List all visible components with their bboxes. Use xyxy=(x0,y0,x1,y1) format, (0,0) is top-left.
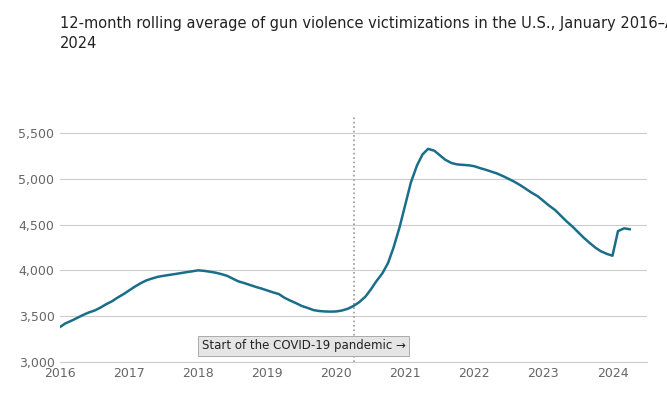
Text: Start of the COVID-19 pandemic →: Start of the COVID-19 pandemic → xyxy=(201,339,406,352)
Text: 12-month rolling average of gun violence victimizations in the U.S., January 201: 12-month rolling average of gun violence… xyxy=(60,16,667,51)
